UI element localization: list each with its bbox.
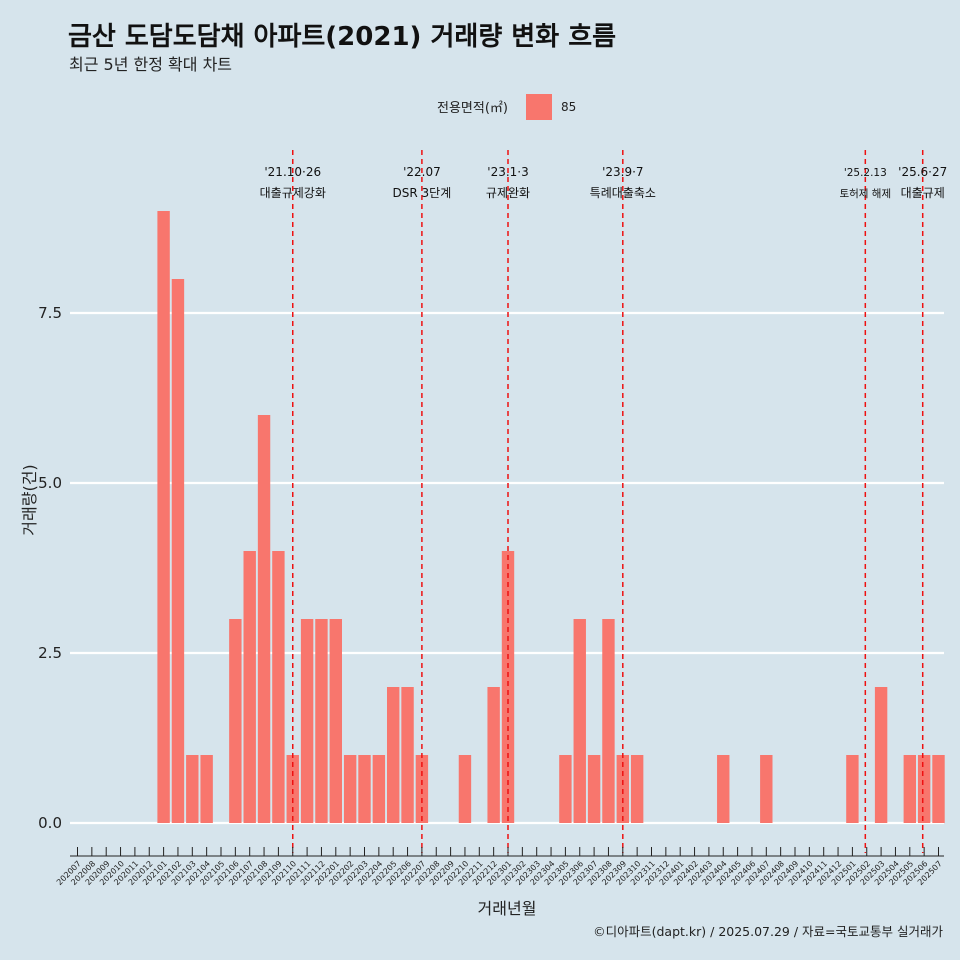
event-label: 토허제 해제 <box>839 187 891 200</box>
y-axis-title: 거래량(건) <box>20 464 39 535</box>
y-tick-label: 5.0 <box>38 474 62 492</box>
bar <box>487 687 500 823</box>
event-label: 특례대출축소 <box>590 186 656 200</box>
event-date: '23.1·3 <box>487 165 528 179</box>
event-date: '21.10·26 <box>264 165 321 179</box>
bar <box>257 415 271 823</box>
bar <box>358 755 371 823</box>
legend-label: 85 <box>561 100 576 114</box>
event-label: 대출규제 <box>901 186 945 200</box>
event-label: 규제완화 <box>486 186 530 200</box>
legend: 전용면적(㎡) 85 <box>437 94 576 120</box>
bar <box>315 619 328 823</box>
bars <box>157 211 945 823</box>
event-date: '22.07 <box>403 165 441 179</box>
x-axis-title: 거래년월 <box>478 899 537 918</box>
bar <box>501 551 515 823</box>
bar <box>300 619 314 823</box>
bar <box>229 619 242 823</box>
y-tick-label: 0.0 <box>38 814 62 832</box>
bar <box>717 755 730 823</box>
bar <box>458 755 472 823</box>
chart-subtitle: 최근 5년 한정 확대 차트 <box>69 55 232 74</box>
bar <box>932 755 945 823</box>
bar <box>243 551 256 823</box>
event-date: '25.2.13 <box>844 167 887 179</box>
legend-swatch <box>526 94 552 120</box>
event-date: '23.9·7 <box>602 165 643 179</box>
bar <box>171 279 185 823</box>
legend-title: 전용면적(㎡) <box>437 101 508 116</box>
bar <box>630 755 644 823</box>
bar <box>760 755 773 823</box>
bar <box>917 755 931 823</box>
event-date: '25.6·27 <box>898 165 947 179</box>
bar <box>874 687 888 823</box>
bar <box>329 619 342 823</box>
bar <box>559 755 572 823</box>
bar <box>157 211 170 823</box>
bar <box>200 755 213 823</box>
bar <box>186 755 199 823</box>
caption: ©디아파트(dapt.kr) / 2025.07.29 / 자료=국토교통부 실… <box>593 924 943 939</box>
event-label: 대출규제강화 <box>260 186 326 200</box>
bar <box>343 755 357 823</box>
event-label: DSR 3단계 <box>393 186 452 200</box>
x-axis <box>70 847 944 857</box>
bar <box>387 687 400 823</box>
y-tick-label: 2.5 <box>38 644 62 662</box>
y-axis-ticks: 0.0 2.5 5.0 7.5 <box>38 304 62 832</box>
bar <box>846 755 859 823</box>
chart-title: 금산 도담도담채 아파트(2021) 거래량 변화 흐름 <box>68 22 616 52</box>
x-axis-ticks: 2020072020082020092020102020112020122021… <box>55 859 944 887</box>
bar <box>401 687 414 823</box>
bar <box>587 755 601 823</box>
bar <box>903 755 916 823</box>
event-annotations: '21.10·26 대출규제강화 '22.07 DSR 3단계 '23.1·3 규제완화 '… <box>260 165 948 200</box>
bar <box>372 755 386 823</box>
bar <box>272 551 285 823</box>
bar <box>602 619 615 823</box>
y-tick-label: 7.5 <box>38 304 62 322</box>
event-lines <box>292 150 924 853</box>
bar <box>573 619 586 823</box>
